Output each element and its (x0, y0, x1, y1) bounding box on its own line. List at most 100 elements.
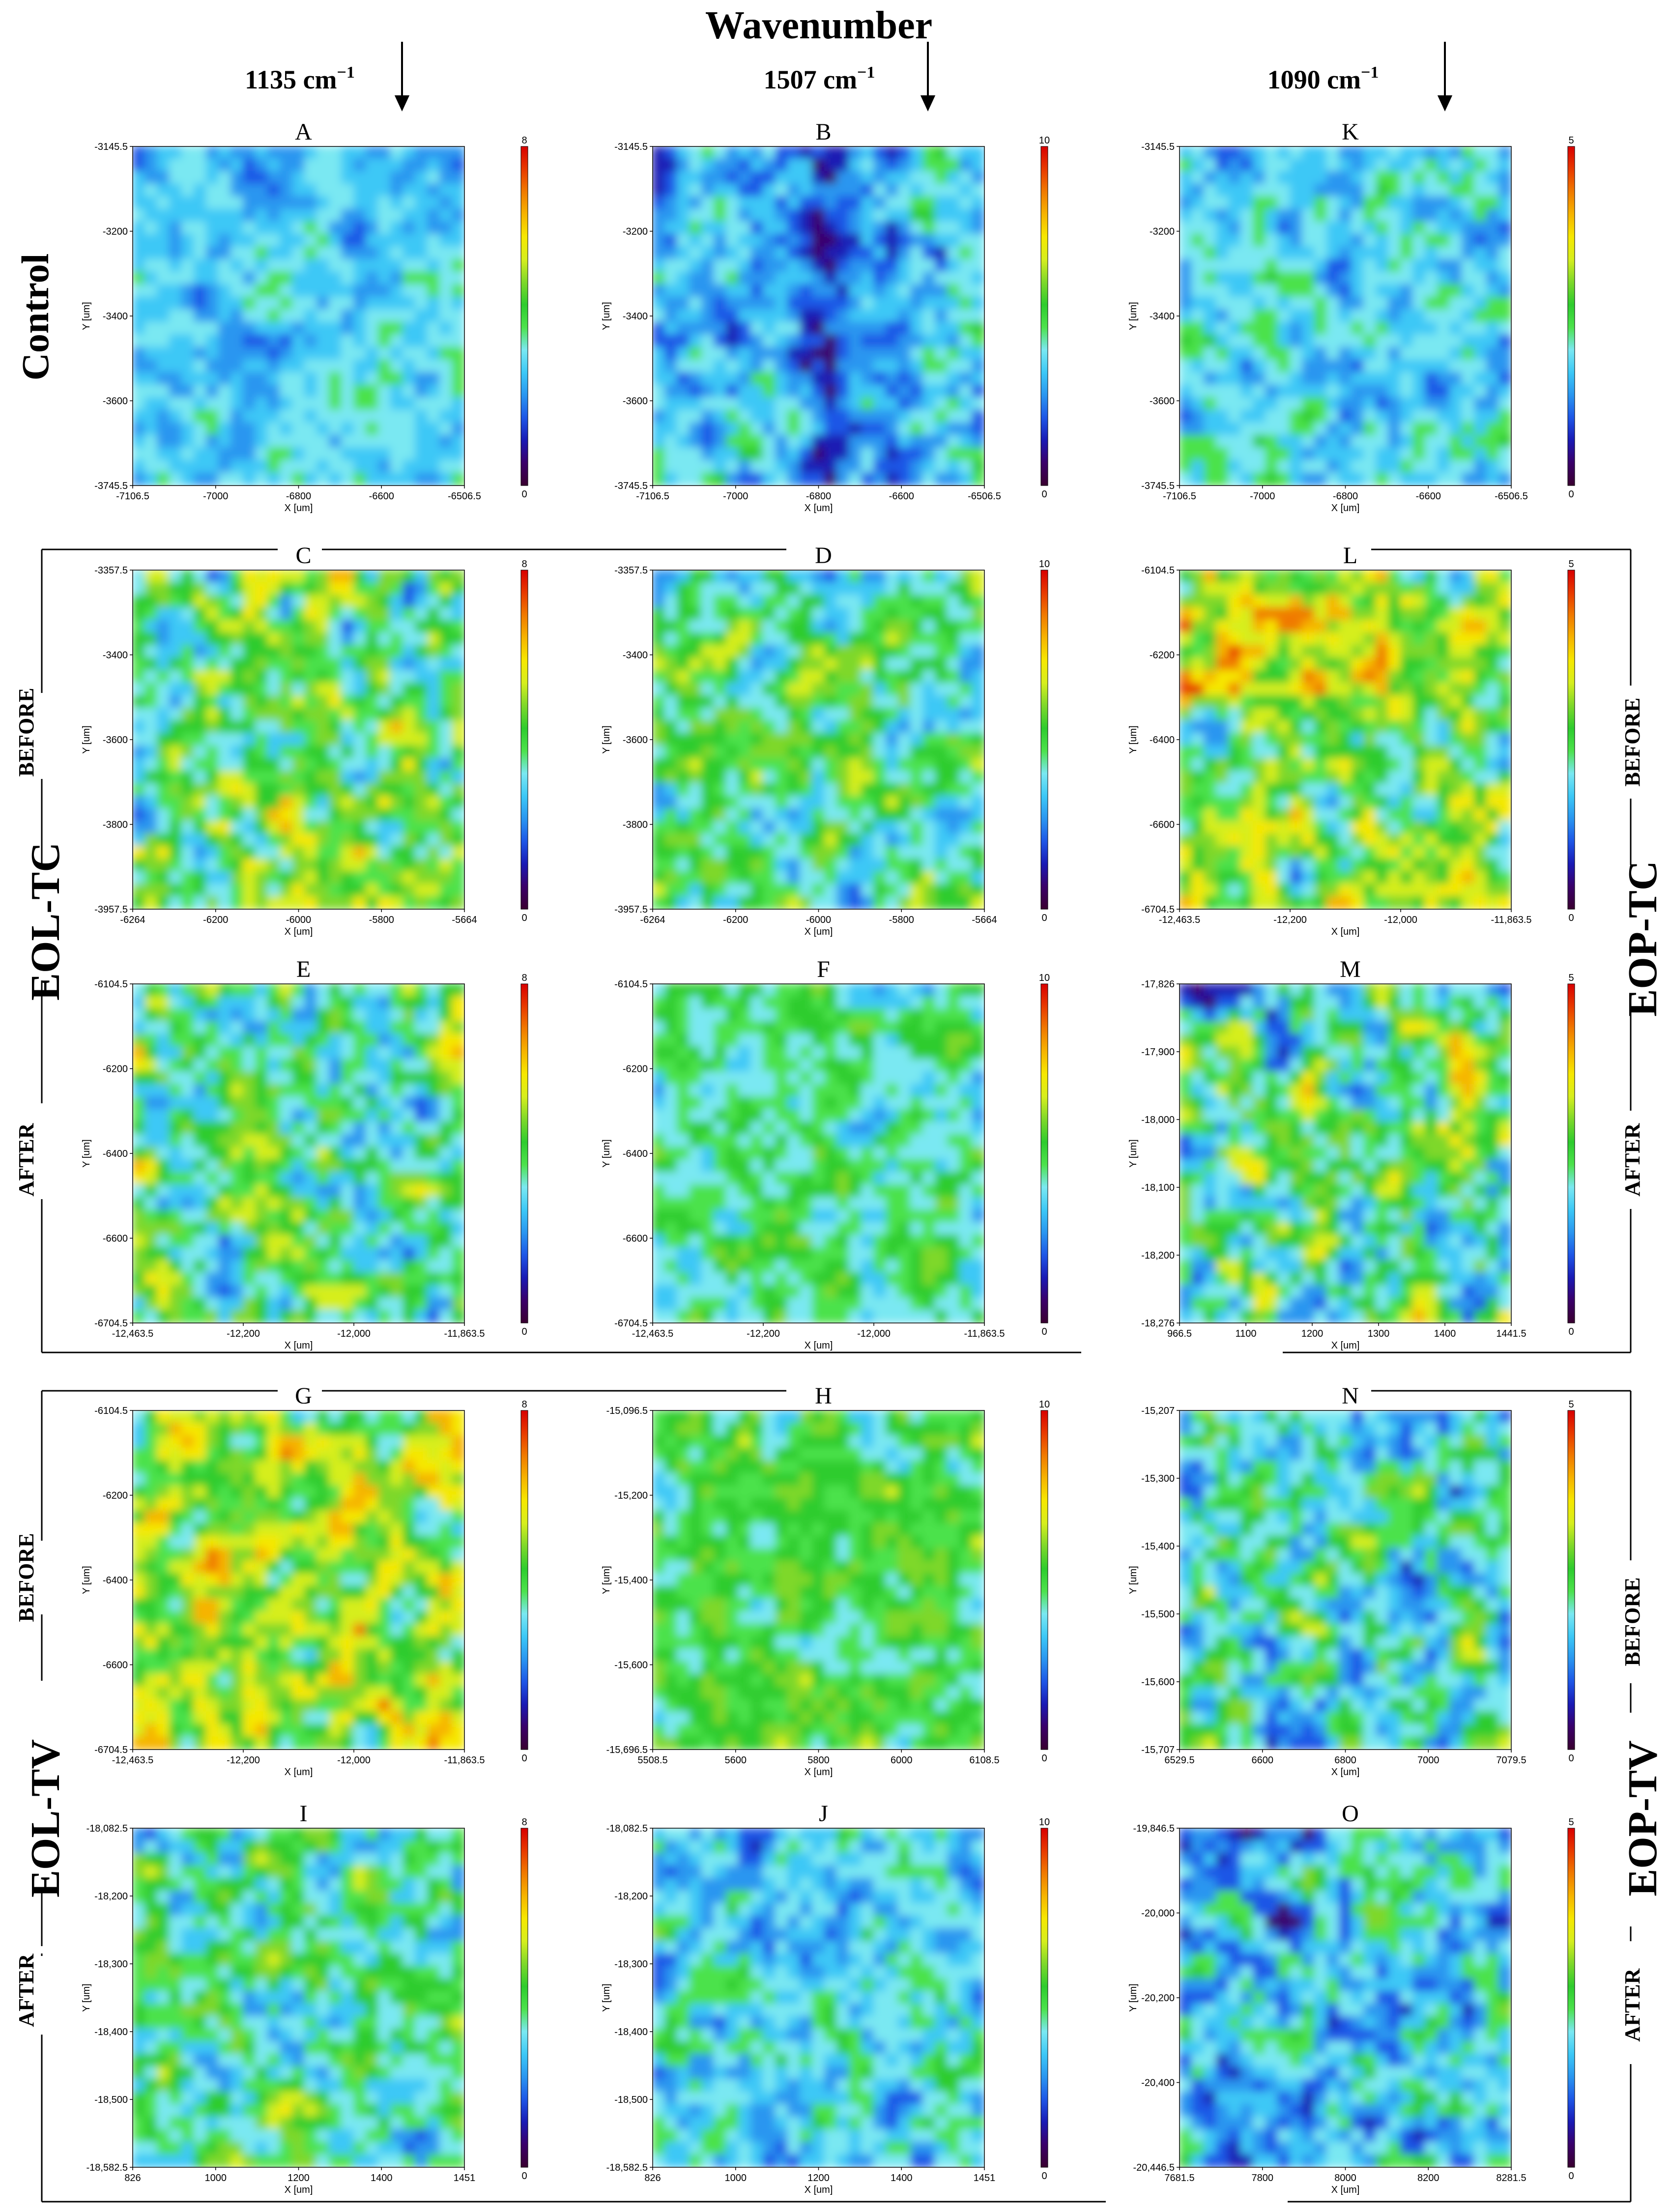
y-tick-label: -3400 (103, 650, 128, 661)
y-tick-label: -6104.5 (94, 1406, 128, 1416)
y-axis-title: Y [um] (601, 302, 612, 330)
x-axis-title: X [um] (285, 926, 313, 937)
colorbar (520, 1828, 528, 2168)
y-tick-label: -3145.5 (614, 142, 648, 152)
map-panel-j: J -18,082.5 -18,200 -18,300 -18,400 -18,500 -1… (601, 1801, 1050, 2195)
map-panel-g: G -6104.5 -6200 -6400 -6600 -6704.5-12,463.5 -… (81, 1383, 528, 1778)
panel-letter: O (1342, 1801, 1359, 1827)
panel-letter: A (295, 119, 312, 145)
map-panel-i: I -18,082.5 -18,200 -18,300 -18,400 -18,500 -1… (81, 1801, 528, 2195)
colorbar (1040, 570, 1048, 910)
x-tick-label: 826 (644, 2173, 661, 2183)
y-axis-title: Y [um] (601, 1139, 612, 1167)
y-tick-label: -3357.5 (94, 565, 128, 576)
colorbar-min-label: 0 (521, 2171, 527, 2182)
colorbar (520, 1410, 528, 1750)
panel-letter: B (815, 119, 831, 145)
x-tick-label: 1000 (205, 2173, 227, 2183)
y-tick-label: -6600 (103, 1234, 128, 1244)
group-label-eop-tc: EOP-TC (1620, 861, 1666, 1016)
y-tick-label: -19,846.5 (1133, 1823, 1175, 1834)
x-tick-label: -12,200 (1273, 915, 1307, 925)
x-tick-label: -11,863.5 (444, 1328, 485, 1339)
x-tick-label: 1451 (974, 2173, 996, 2183)
x-tick-label: -6800 (806, 491, 831, 502)
y-tick-label: -6400 (103, 1575, 128, 1586)
map-panel-a: A -3145.5 -3200 -3400 -3600 -3745.5-7106.5 -70… (81, 119, 528, 514)
y-tick-label: -17,826 (1141, 979, 1175, 990)
y-tick-label: -3745.5 (1141, 481, 1175, 491)
wavenumber-label-1507: 1507 cm−1 (764, 63, 875, 94)
y-tick-label: -18,582.5 (86, 2162, 128, 2173)
svg-text:1135 cm−1: 1135 cm−1 (245, 63, 355, 94)
svg-text:1090 cm−1: 1090 cm−1 (1267, 63, 1379, 94)
x-tick-label: 5600 (725, 1755, 747, 1766)
colorbar-max-label: 10 (1039, 135, 1050, 146)
heatmap (133, 570, 464, 909)
map-panel-c: C -3357.5 -3400 -3600 -3800 -3957.5-6264 -6200… (81, 543, 528, 937)
y-tick-label: -15,200 (614, 1491, 648, 1501)
x-tick-label: 6600 (1252, 1755, 1274, 1766)
y-axis-title: Y [um] (81, 725, 92, 753)
x-tick-label: -6264 (640, 915, 665, 925)
svg-text:1507 cm−1: 1507 cm−1 (764, 63, 875, 94)
figure-title: Wavenumber (705, 4, 932, 47)
x-tick-label: -7000 (1250, 491, 1275, 502)
panel-letter: C (295, 543, 311, 569)
x-axis-title: X [um] (1331, 2184, 1360, 2195)
y-tick-label: -3200 (103, 227, 128, 237)
y-tick-label: -20,400 (1141, 2078, 1175, 2089)
y-axis-title: Y [um] (601, 1566, 612, 1594)
sublabel-before: BEFORE (14, 1533, 38, 1622)
sublabel-after: AFTER (14, 1122, 38, 1196)
sublabel-before: BEFORE (14, 688, 38, 777)
panel-letter: N (1342, 1383, 1359, 1409)
heatmap (653, 984, 984, 1323)
colorbar-max-label: 10 (1039, 973, 1050, 983)
map-panel-l: L -6104.5 -6200 -6400 -6600 -6704.5-12,463.5 -… (1128, 543, 1575, 937)
wavenumber-label-1135: 1135 cm−1 (245, 63, 355, 94)
y-tick-label: -6600 (1150, 820, 1175, 831)
x-tick-label: -12,463.5 (112, 1328, 154, 1339)
x-axis-title: X [um] (805, 503, 833, 514)
y-tick-label: -18,500 (94, 2095, 128, 2105)
y-tick-label: -3600 (103, 735, 128, 746)
heatmap (653, 570, 984, 909)
map-panel-d: D -3357.5 -3400 -3600 -3800 -3957.5-6264 -6200… (601, 543, 1050, 937)
colorbar-max-label: 5 (1568, 1399, 1574, 1410)
colorbar-max-label: 5 (1568, 973, 1574, 983)
row-label-control: Control (14, 254, 57, 381)
colorbar-min-label: 0 (1568, 489, 1574, 500)
y-tick-label: -18,200 (94, 1891, 128, 1902)
panel-letter: E (296, 956, 311, 982)
x-axis-title: X [um] (285, 1340, 313, 1351)
colorbar (1567, 570, 1575, 910)
y-tick-label: -6200 (103, 1064, 128, 1075)
arrow-down-icon (1437, 42, 1453, 112)
colorbar-max-label: 8 (521, 135, 527, 146)
y-tick-label: -3357.5 (614, 565, 648, 576)
x-tick-label: -12,000 (857, 1328, 891, 1339)
plot-frame (1179, 983, 1512, 1323)
y-tick-label: -15,096.5 (606, 1406, 648, 1416)
x-tick-label: -6000 (806, 915, 831, 925)
colorbar (1040, 1828, 1048, 2168)
colorbar-max-label: 10 (1039, 1817, 1050, 1828)
x-tick-label: -5664 (972, 915, 997, 925)
x-tick-label: 6800 (1334, 1755, 1356, 1766)
sublabel-before: BEFORE (1620, 1578, 1644, 1666)
y-tick-label: -6600 (103, 1660, 128, 1671)
y-tick-label: -6400 (623, 1149, 648, 1159)
y-tick-label: -18,500 (614, 2095, 648, 2105)
sublabel-after: AFTER (1620, 1968, 1644, 2041)
sublabel-after: AFTER (1620, 1122, 1644, 1196)
x-tick-label: -6506.5 (448, 491, 481, 502)
colorbar (1567, 146, 1575, 486)
y-tick-label: -15,500 (1141, 1609, 1175, 1620)
y-tick-label: -18,200 (1141, 1250, 1175, 1261)
heatmap (653, 1410, 984, 1750)
colorbar-min-label: 0 (1041, 489, 1047, 500)
group-label-eol-tc: EOL-TC (23, 842, 68, 1001)
y-tick-label: -15,300 (1141, 1473, 1175, 1484)
y-tick-label: -6704.5 (614, 1318, 648, 1329)
